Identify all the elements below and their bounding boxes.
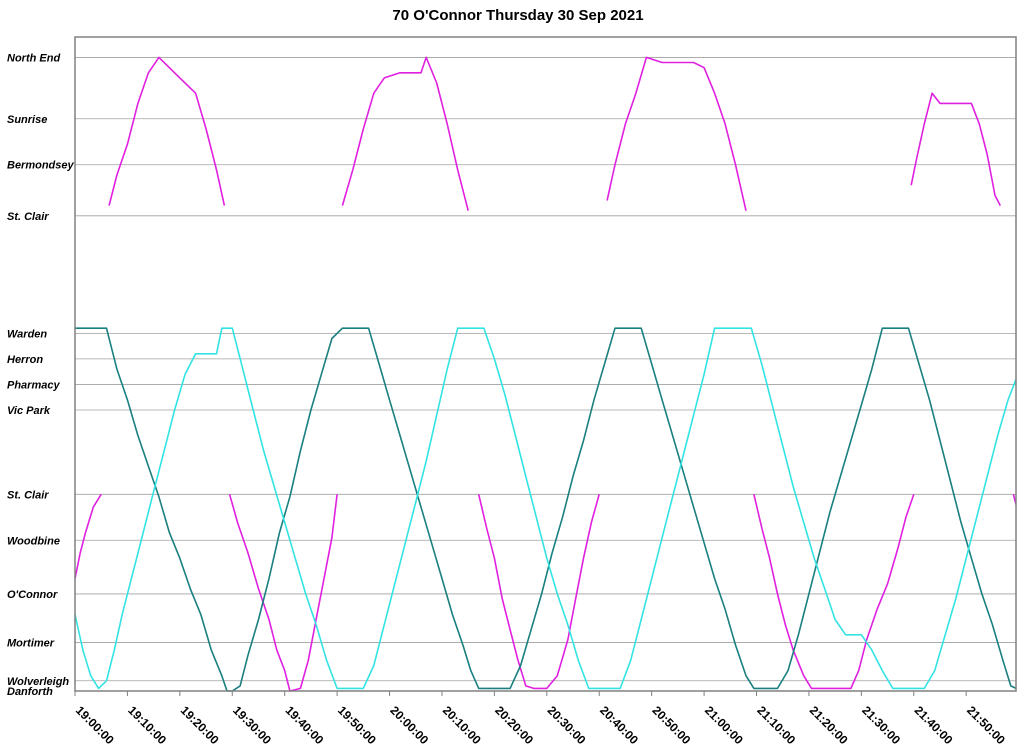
x-tick-label: 19:10:00 [125,703,169,747]
gridlines [75,57,1016,692]
chart-title: 70 O'Connor Thursday 30 Sep 2021 [392,7,643,24]
vehicle-trace [108,56,226,206]
y-tick-label: St. Clair [7,489,49,501]
y-tick-label: Wolverleigh [7,676,69,688]
y-tick-label: Herron [7,354,43,366]
y-tick-label: North End [7,52,60,64]
x-tick-label: 21:30:00 [859,703,903,747]
x-tick-label: 20:40:00 [597,703,641,747]
x-tick-label: 21:20:00 [807,703,851,747]
y-tick-label: Woodbine [7,535,60,547]
x-tick-label: 21:40:00 [912,703,956,747]
series-traces [74,56,1017,692]
y-tick-label: Pharmacy [7,379,60,391]
y-tick-label: Sunrise [7,114,47,126]
y-axis-labels: North End Sunrise Bermondsey St. Clair Warde… [7,52,75,698]
vehicle-trace [606,56,747,211]
y-tick-label: Mortimer [7,637,55,649]
y-tick-label: Bermondsey [7,160,75,172]
x-tick-label: 19:50:00 [335,703,379,747]
plot-frame [74,36,1017,692]
x-tick-label: 21:10:00 [754,703,798,747]
x-tick-label: 20:10:00 [440,703,484,747]
vehicle-trace [341,56,469,211]
y-tick-label: Danforth [7,686,53,698]
x-tick-label: 20:00:00 [387,703,431,747]
vehicle-trace [74,493,102,579]
x-tick-label: 19:30:00 [230,703,274,747]
x-tick-label: 20:50:00 [650,703,694,747]
vehicle-trace [753,494,915,690]
x-tick-label: 20:20:00 [492,703,536,747]
vehicle-trace [75,327,1017,692]
x-tick-label: 21:50:00 [964,703,1008,747]
vehicle-trace [228,494,338,692]
x-tick-label: 19:00:00 [73,703,117,747]
vehicle-trace [910,92,1002,206]
x-tick-label: 20:30:00 [545,703,589,747]
y-tick-label: St. Clair [7,211,49,223]
y-tick-label: Warden [7,328,47,340]
vehicle-trace [477,494,600,690]
x-axis-labels: 19:00:00 19:10:00 19:20:00 19:30:00 19:40:00… [73,691,1008,747]
x-tick-label: 19:40:00 [283,703,327,747]
vehicle-trace [74,327,1017,690]
y-tick-label: Vic Park [7,405,51,417]
y-tick-label: O'Connor [7,589,58,601]
x-tick-label: 21:00:00 [702,703,746,747]
x-tick-label: 19:20:00 [178,703,222,747]
